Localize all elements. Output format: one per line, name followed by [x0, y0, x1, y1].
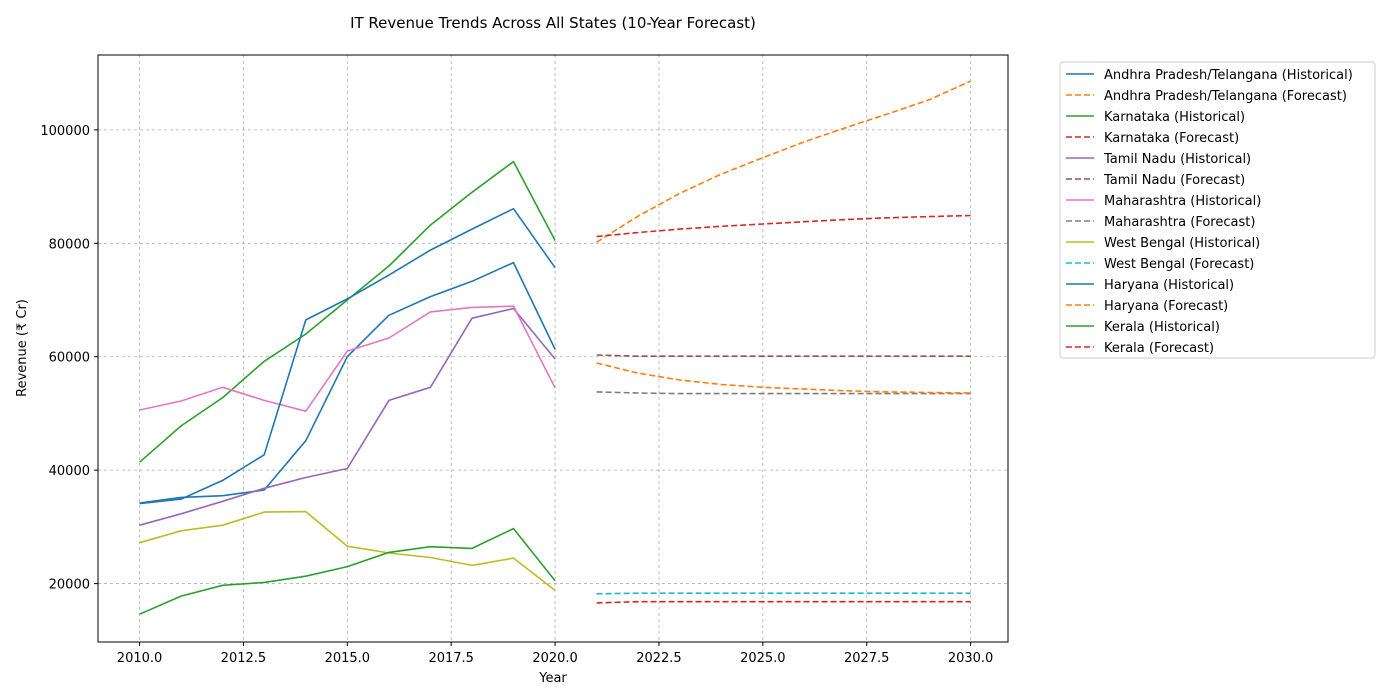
y-axis-ticks: 20000 40000 60000 80000 100000	[40, 124, 98, 593]
legend-label: Haryana (Historical)	[1104, 278, 1234, 293]
legend-label: Tamil Nadu (Historical)	[1103, 152, 1251, 167]
x-tick-label: 2025.0	[740, 651, 786, 666]
y-axis-label: Revenue (₹ Cr)	[15, 299, 30, 397]
legend-label: Maharashtra (Historical)	[1104, 194, 1261, 209]
y-tick-label: 20000	[49, 578, 90, 593]
x-tick-label: 2015.0	[325, 651, 371, 666]
series-line	[596, 354, 971, 358]
legend-label: Kerala (Forecast)	[1104, 341, 1214, 356]
legend-label: Karnataka (Historical)	[1104, 110, 1245, 125]
grid	[98, 55, 1008, 642]
plot-frame	[97, 54, 1009, 643]
legend: Andhra Pradesh/Telangana (Historical) And…	[1059, 61, 1376, 359]
x-axis-label: Year	[538, 671, 567, 686]
series-line	[139, 510, 556, 592]
legend-label: Maharashtra (Forecast)	[1104, 215, 1255, 230]
series-line	[596, 600, 971, 604]
series-layer	[139, 80, 971, 615]
chart-title: IT Revenue Trends Across All States (10-…	[350, 14, 756, 32]
series-line	[139, 305, 556, 413]
series-line	[139, 207, 556, 505]
x-tick-label: 2027.5	[844, 651, 890, 666]
x-tick-label: 2010.0	[117, 651, 163, 666]
y-tick-label: 40000	[49, 464, 90, 479]
x-tick-label: 2012.5	[221, 651, 267, 666]
legend-label: Tamil Nadu (Forecast)	[1103, 173, 1245, 188]
legend-label: Kerala (Historical)	[1104, 320, 1220, 335]
series-line	[139, 307, 556, 526]
series-line	[596, 391, 971, 395]
legend-label: Karnataka (Forecast)	[1104, 131, 1239, 146]
series-line	[596, 362, 971, 394]
x-tick-label: 2017.5	[428, 651, 474, 666]
legend-frame	[1059, 61, 1376, 359]
legend-label: Andhra Pradesh/Telangana (Historical)	[1104, 68, 1353, 83]
x-tick-label: 2022.5	[636, 651, 682, 666]
y-tick-label: 60000	[49, 351, 90, 366]
series-line	[596, 214, 971, 238]
x-tick-label: 2030.0	[948, 651, 994, 666]
legend-label: Haryana (Forecast)	[1104, 299, 1228, 314]
series-line	[139, 527, 556, 615]
series-line	[139, 261, 556, 504]
series-line	[596, 592, 971, 595]
x-axis-ticks: 2010.0 2012.5 2015.0 2017.5 2020.0 2022.5 2025…	[117, 642, 994, 666]
legend-label: West Bengal (Historical)	[1104, 236, 1260, 251]
series-line	[596, 80, 971, 243]
x-tick-label: 2020.0	[532, 651, 578, 666]
legend-label: West Bengal (Forecast)	[1104, 257, 1254, 272]
legend-label: Andhra Pradesh/Telangana (Forecast)	[1104, 89, 1347, 104]
y-tick-label: 100000	[40, 124, 90, 139]
y-tick-label: 80000	[49, 237, 90, 252]
series-line	[139, 160, 556, 463]
